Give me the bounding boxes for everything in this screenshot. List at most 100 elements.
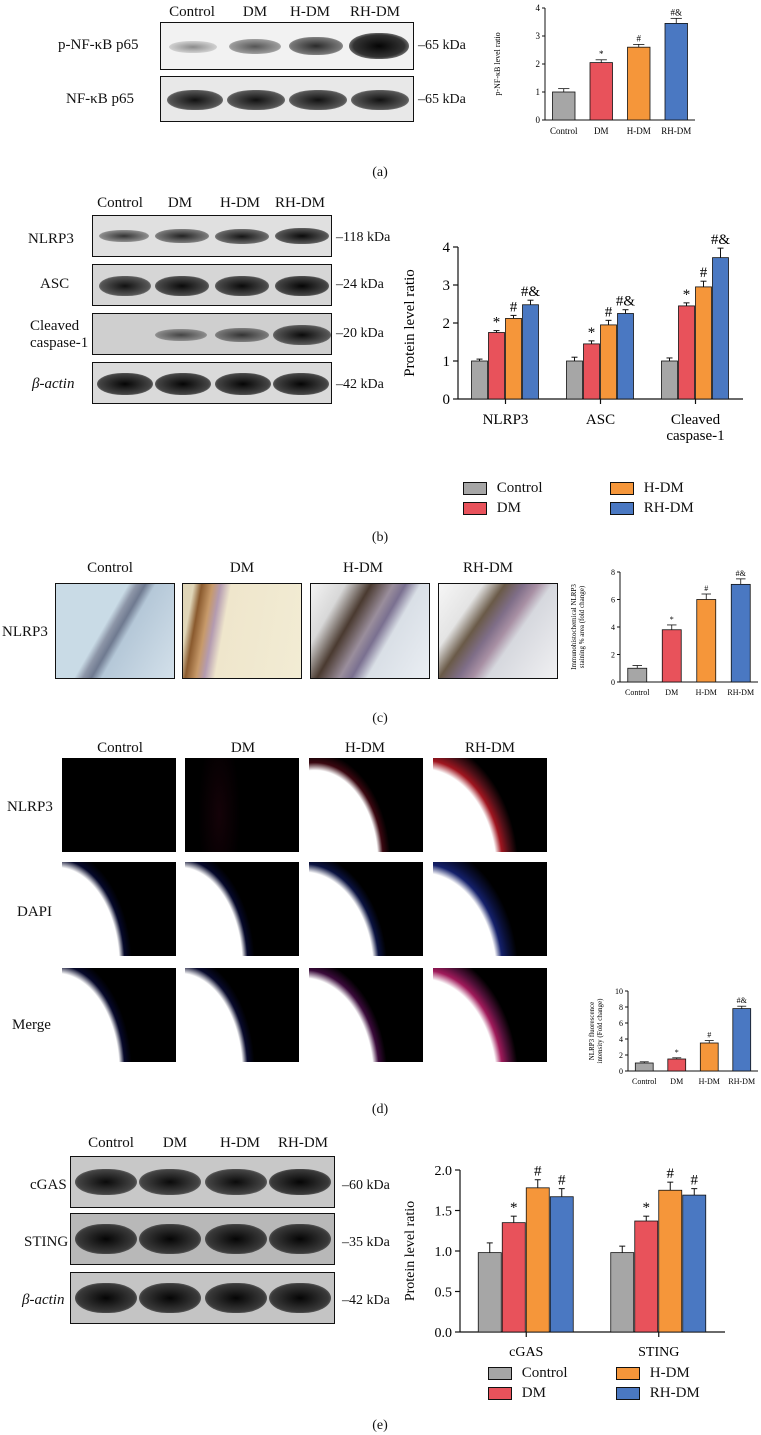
fluorescence-image (309, 968, 423, 1062)
kda-marker: –35 kDa (342, 1235, 390, 1250)
x-tick-label: H-DM (699, 1077, 720, 1086)
blot-row-label: NF-κB p65 (66, 91, 134, 107)
chart-e: 0.0 0.5 1.0 1.5 2.0 * # # cGAS * # # STING Protein le… (403, 1164, 725, 1360)
kda-marker: –60 kDa (342, 1178, 390, 1193)
ihc-image (55, 583, 175, 679)
legend-b: Control DM H-DM RH-DM (463, 477, 723, 517)
row-label: NLRP3 (7, 799, 53, 815)
y-tick-label: 1 (443, 354, 451, 370)
x-tick-label: STING (638, 1345, 679, 1360)
x-tick-label: H-DM (696, 688, 717, 697)
kda-marker: –24 kDa (336, 277, 384, 292)
legend-label: Control (496, 480, 543, 496)
blot-row-label: β-actin (22, 1292, 65, 1308)
y-tick-label: 6 (619, 1019, 623, 1028)
kda-marker: –42 kDa (336, 377, 384, 392)
x-tick-label: DM (665, 688, 678, 697)
bar (661, 629, 682, 683)
panel-label: (d) (371, 1102, 389, 1117)
column-header: H-DM (345, 740, 385, 756)
lane-header: RH-DM (349, 4, 401, 20)
x-tick-label: DM (670, 1077, 683, 1086)
significance-mark: * (670, 615, 674, 624)
y-tick-label: 10 (615, 987, 623, 996)
significance-mark: * (493, 315, 501, 331)
column-header: RH-DM (462, 560, 514, 576)
x-tick-label: ASC (586, 412, 615, 428)
y-tick-label: 6 (611, 596, 615, 605)
legend-label: H-DM (643, 480, 684, 496)
fluorescence-image (433, 968, 547, 1062)
x-tick-label: Cleaved caspase-1 (666, 412, 724, 444)
significance-mark: # (534, 1164, 542, 1180)
bar (678, 305, 695, 400)
western-blot (70, 1156, 335, 1208)
significance-mark: # (704, 584, 708, 593)
column-header: RH-DM (464, 740, 516, 756)
legend-swatch (463, 482, 487, 496)
bar (617, 313, 634, 400)
significance-mark: * (675, 1048, 679, 1057)
significance-mark: # (707, 1031, 711, 1040)
lane-header: DM (162, 1135, 188, 1151)
kda-marker: –20 kDa (336, 326, 384, 341)
bar (549, 1196, 574, 1333)
western-blot (92, 215, 332, 257)
legend-label: RH-DM (649, 1385, 700, 1401)
lane-header: H-DM (290, 4, 330, 20)
legend-label: Control (521, 1365, 568, 1381)
significance-mark: #& (616, 294, 636, 310)
significance-mark: # (700, 265, 708, 281)
y-tick-label: 4 (611, 623, 615, 632)
bar (712, 257, 729, 400)
y-tick-label: 0 (443, 392, 451, 408)
significance-mark: #& (736, 569, 747, 578)
y-axis-label: p-NF-κB level ratio (493, 32, 502, 95)
y-axis-label-line: NLRP3 fluorescence (588, 1002, 596, 1061)
chart-a: 0 1 2 3 4 Control * DM # H-DM #& RH-DM p-NF-κB level… (493, 3, 695, 136)
column-header: Control (97, 740, 143, 756)
significance-mark: #& (670, 7, 682, 17)
legend-swatch (488, 1367, 512, 1381)
western-blot (70, 1213, 335, 1265)
fluorescence-image (62, 968, 176, 1062)
y-tick-label: 0 (536, 115, 541, 125)
significance-mark: # (558, 1173, 566, 1189)
ihc-image (182, 583, 302, 679)
x-tick-label: Control (632, 1077, 657, 1086)
significance-mark: * (510, 1200, 518, 1216)
western-blot (92, 313, 332, 355)
y-tick-label: 4 (536, 3, 541, 13)
y-tick-label: 4 (619, 1035, 623, 1044)
bar (695, 286, 712, 400)
x-tick-label: DM (594, 126, 609, 136)
y-axis-label: Protein level ratio (403, 1201, 418, 1301)
bar (471, 360, 488, 400)
y-axis-label: Immunohistochemical NLRP3staining % area… (570, 584, 586, 670)
ihc-image (310, 583, 430, 679)
blot-row-label: STING (24, 1234, 69, 1250)
y-tick-label: 1.5 (435, 1205, 453, 1220)
column-header: Control (87, 560, 133, 576)
fluorescence-image (62, 862, 176, 956)
significance-mark: * (683, 287, 691, 303)
lane-header: Control (88, 1135, 134, 1151)
kda-marker: –65 kDa (418, 38, 466, 53)
significance-mark: # (510, 299, 518, 315)
x-tick-label-line: caspase-1 (666, 428, 724, 444)
bar (501, 1222, 526, 1333)
bar (600, 324, 617, 400)
blot-row-label: β-actin (32, 376, 75, 392)
y-tick-label: 0 (619, 1067, 623, 1076)
bar (477, 1252, 502, 1333)
legend-swatch (610, 502, 634, 516)
significance-mark: * (588, 325, 596, 341)
kda-marker: –65 kDa (418, 92, 466, 107)
lane-header: RH-DM (274, 195, 326, 211)
x-tick-label: RH-DM (728, 1077, 755, 1086)
fluorescence-image (185, 758, 299, 852)
y-axis-label-line: staining % area (fold change) (578, 585, 586, 668)
y-tick-label: 3 (536, 31, 541, 41)
western-blot (70, 1272, 335, 1324)
row-label: DAPI (17, 904, 53, 920)
